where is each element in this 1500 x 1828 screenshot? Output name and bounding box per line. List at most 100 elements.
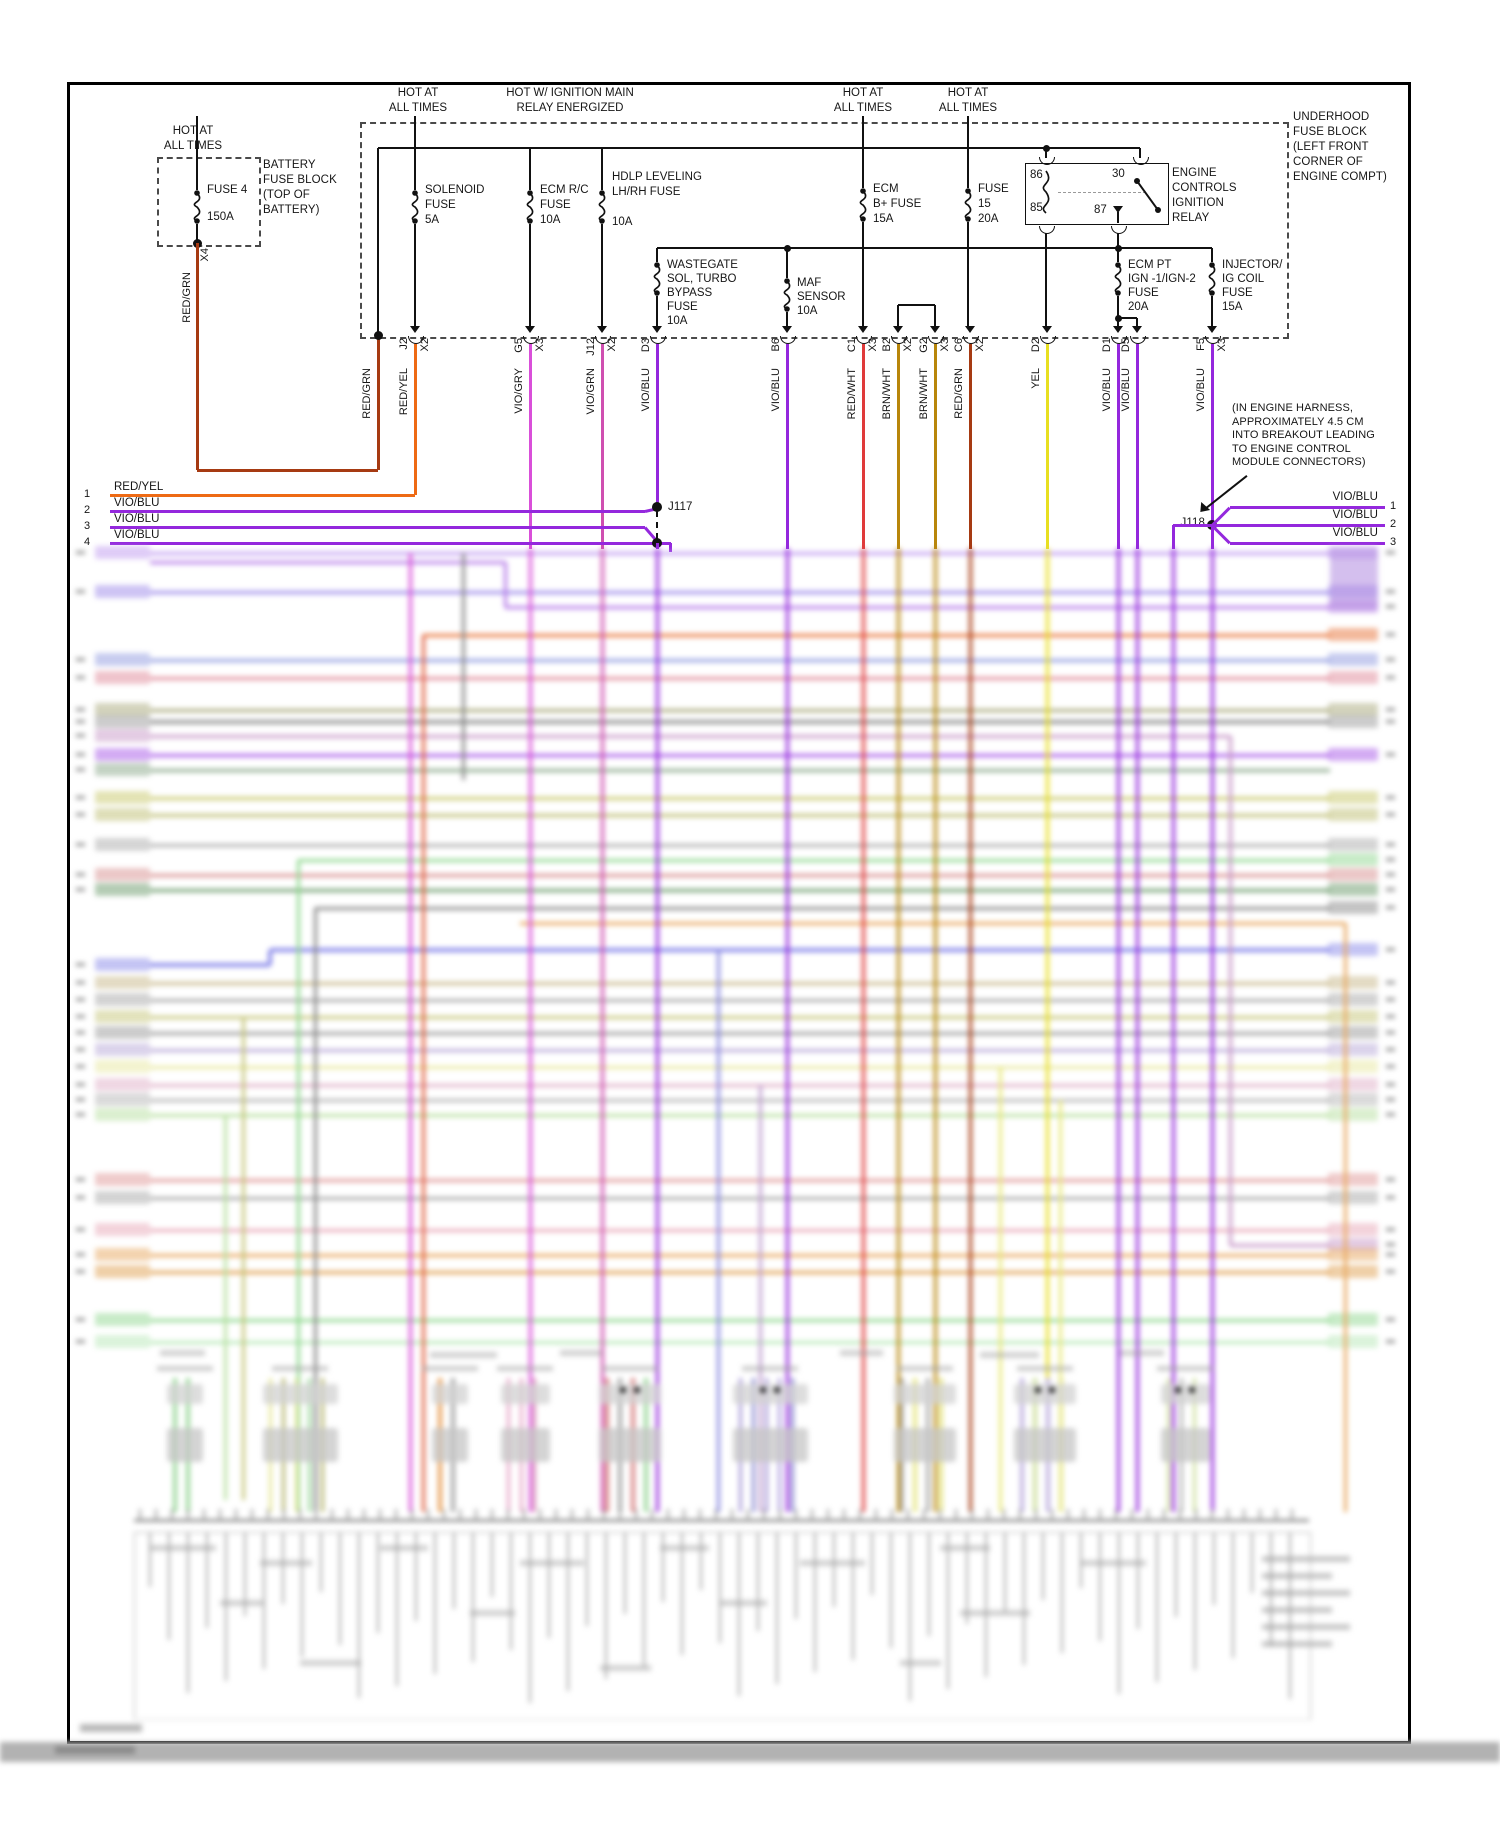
left-row-wire <box>110 525 645 529</box>
bottom-gray-wire <box>510 1532 512 1650</box>
blurred-right-stub <box>1328 715 1378 728</box>
strip-tick <box>891 1509 893 1520</box>
bottom-gray-wire <box>1289 1532 1291 1699</box>
blurred-left-stub <box>95 1313 150 1326</box>
blurred-wire-row <box>150 753 1330 757</box>
vio-blu-wire-b6 <box>785 344 789 549</box>
strip-tick <box>747 1509 749 1520</box>
brn-wht-wire <box>933 344 937 549</box>
strip-tick <box>507 1509 509 1520</box>
injector-ig-coil-fuse-symbol <box>1205 262 1219 296</box>
left-row-number: 2 <box>84 504 91 516</box>
bottom-gray-wire <box>605 1532 607 1679</box>
blurred-wire-row <box>150 1048 1330 1052</box>
blurred-right-number <box>1386 1340 1395 1343</box>
blurred-left-number <box>76 963 85 966</box>
ignition-bus-line <box>378 147 1140 149</box>
blurred-text-smudge <box>602 1366 658 1371</box>
blurred-left-number <box>76 1098 85 1101</box>
strip-tick <box>1243 1509 1245 1520</box>
blurred-left-stub <box>95 1093 150 1106</box>
blurred-connector-band <box>262 1428 338 1462</box>
blurred-right-number <box>1386 1048 1395 1051</box>
blurred-right-stub <box>1328 993 1378 1006</box>
bottom-gray-wire <box>1118 1532 1120 1694</box>
blurred-left-number <box>76 1318 85 1321</box>
blurred-wire-row <box>150 963 270 967</box>
fuse-branch <box>1211 296 1213 326</box>
strip-tick <box>1051 1509 1053 1520</box>
fuse-15-label: 15 <box>978 198 991 210</box>
strip-tick <box>1291 1509 1293 1520</box>
fuse-branch <box>967 116 969 188</box>
blurred-right-number <box>1386 1178 1395 1181</box>
fuse-branch <box>1136 318 1138 326</box>
blurred-note-line <box>1262 1590 1350 1596</box>
bottom-gray-wire <box>890 1532 892 1648</box>
strip-tick <box>555 1509 557 1520</box>
bottom-gray-wire <box>263 1532 265 1669</box>
power-source-label: HOT W/ IGNITION MAIN RELAY ENERGIZED <box>506 87 634 114</box>
strip-tick <box>875 1509 877 1520</box>
underhood-fuse-block-label: UNDERHOOD FUSE BLOCK (LEFT FRONT CORNER … <box>1293 111 1387 183</box>
bottom-gray-wire <box>453 1532 455 1609</box>
relay-pin86-number: 86 <box>1030 169 1043 181</box>
bottom-gray-wire <box>415 1532 417 1621</box>
blurred-right-stub <box>1328 1335 1378 1348</box>
blurred-left-stub <box>95 715 150 728</box>
exit-arrow <box>782 326 792 333</box>
vio-gry-wire <box>528 344 532 549</box>
exit-arrow <box>1113 326 1123 333</box>
relay-87-output <box>1117 233 1119 248</box>
exit-arrow <box>652 326 662 333</box>
fuse-branch <box>786 248 788 278</box>
blurred-wire-drop <box>998 1067 1002 1512</box>
blurred-text-smudge <box>897 1366 953 1371</box>
blurred-right-number <box>1386 843 1395 846</box>
power-source-label: HOT AT ALL TIMES <box>938 87 998 114</box>
right-row-wire <box>1212 523 1385 527</box>
blurred-splice-dot <box>634 1387 640 1393</box>
blurred-connector-band <box>432 1428 468 1462</box>
relay-contact-feed <box>1139 148 1141 158</box>
blurred-splice-dot <box>760 1387 766 1393</box>
blurred-wire-row <box>150 1178 1330 1182</box>
strip-tick <box>475 1509 477 1520</box>
bottom-gray-wire <box>871 1532 873 1595</box>
blurred-wire-drop <box>503 562 507 607</box>
relay-pin87-stub <box>1117 212 1119 223</box>
solenoid-fuse-symbol <box>408 190 422 224</box>
strip-tick <box>1275 1509 1277 1520</box>
strip-tick <box>715 1509 717 1520</box>
blurred-left-stub <box>95 729 150 742</box>
blurred-right-stub <box>1328 1265 1378 1278</box>
strip-tick <box>939 1509 941 1520</box>
strip-tick <box>1099 1509 1101 1520</box>
blurred-text-smudge <box>1120 1350 1164 1356</box>
blurred-splice-dot <box>1175 1387 1181 1393</box>
blurred-wire-row <box>150 888 1330 892</box>
ecm-b-plus-fuse-symbol <box>856 188 870 222</box>
blurred-wire-row <box>150 1253 1330 1257</box>
blurred-right-stub <box>1328 976 1378 989</box>
blurred-left-stub <box>95 671 150 684</box>
blurred-wire-row <box>150 843 1330 847</box>
blurred-wire-row <box>150 1270 1330 1274</box>
blurred-left-stub <box>95 1173 150 1186</box>
battery-fuse-symbol <box>190 190 204 224</box>
blurred-left-stub <box>95 791 150 804</box>
blurred-wire-row <box>150 590 1330 594</box>
bottom-gray-wire <box>149 1532 151 1587</box>
blurred-left-stub <box>95 546 150 559</box>
ecm-rc-fuse-label: FUSE <box>540 199 571 211</box>
fuse-branch <box>1117 248 1119 262</box>
bottom-gray-wire <box>1080 1532 1082 1588</box>
blurred-right-number <box>1386 906 1395 909</box>
blurred-wire-row <box>150 873 1330 877</box>
blurred-right-stub <box>1328 1108 1378 1121</box>
blurred-left-number <box>76 551 85 554</box>
battery-fuse-rating: 150A <box>207 211 234 223</box>
vio-blu-wire-f5 <box>1210 344 1214 525</box>
power-source-label: HOT AT ALL TIMES <box>388 87 448 114</box>
left-row-number: 3 <box>84 520 91 532</box>
